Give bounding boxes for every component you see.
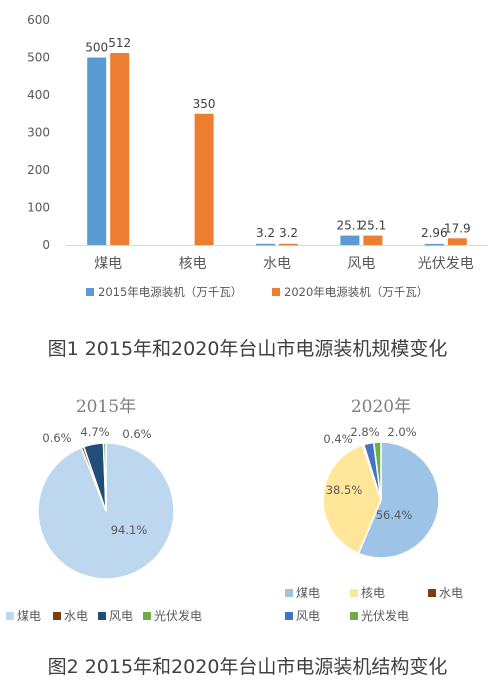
pie-data-label: 0.4%	[323, 432, 352, 446]
pie-data-label: 0.6%	[42, 431, 71, 445]
bar-2015	[87, 57, 107, 245]
legend-label: 煤电	[296, 586, 320, 600]
figure1-caption: 图1 2015年和2020年台山市电源装机规模变化	[47, 338, 448, 360]
bar-2015	[424, 243, 444, 246]
data-label: 3.2	[256, 226, 275, 240]
bar-2020	[447, 238, 467, 245]
data-label: 2.96	[421, 226, 448, 240]
y-tick-label: 600	[27, 13, 50, 27]
data-label: 17.9	[444, 221, 471, 235]
legend-swatch	[285, 589, 293, 597]
legend-label: 2015年电源装机（万千瓦）	[98, 285, 242, 299]
legend-label: 光伏发电	[361, 608, 409, 623]
pie-data-label: 94.1%	[111, 523, 148, 537]
pie-data-label: 2.0%	[387, 425, 416, 439]
pie-data-label: 56.4%	[376, 508, 413, 522]
legend-swatch	[350, 589, 358, 597]
legend-swatch	[350, 612, 358, 620]
legend-swatch	[6, 612, 14, 620]
legend-label: 光伏发电	[154, 608, 202, 623]
legend-label: 风电	[109, 609, 133, 623]
data-label: 350	[193, 97, 216, 111]
pie-data-label: 4.7%	[80, 425, 109, 439]
legend-swatch	[98, 612, 106, 620]
bar-2020	[363, 235, 383, 245]
pie-slice	[322, 444, 382, 555]
data-label: 25.1	[337, 219, 364, 233]
bar-2020	[279, 243, 298, 246]
legend-swatch	[428, 589, 436, 597]
bar-2015	[340, 235, 360, 245]
pie-data-label: 38.5%	[326, 483, 363, 497]
y-tick-label: 400	[27, 88, 50, 102]
legend-swatch	[86, 288, 94, 296]
data-label: 500	[85, 41, 108, 55]
y-tick-label: 100	[27, 201, 50, 215]
pie-slice	[357, 441, 440, 559]
bar-2020	[110, 53, 130, 245]
legend-label: 核电	[361, 586, 385, 600]
pie-slice	[102, 442, 107, 512]
y-tick-label: 500	[27, 51, 50, 65]
legend-swatch	[53, 612, 61, 620]
y-tick-label: 0	[42, 238, 50, 252]
legend-label: 2020年电源装机（万千瓦）	[284, 285, 428, 299]
y-tick-label: 300	[27, 126, 50, 140]
legend-swatch	[272, 288, 280, 296]
y-tick-label: 200	[27, 163, 50, 177]
pie-title: 2020年	[351, 397, 411, 417]
bar-2015	[256, 243, 275, 246]
pie-title: 2015年	[76, 397, 136, 417]
x-tick-label: 水电	[263, 256, 291, 272]
pie-slice	[372, 441, 382, 501]
legend-label: 风电	[296, 609, 320, 623]
pie-data-label: 2.8%	[350, 425, 379, 439]
legend-label: 水电	[439, 586, 463, 600]
x-tick-label: 光伏发电	[418, 256, 474, 272]
bar-2020	[194, 113, 214, 245]
legend-label: 水电	[64, 609, 88, 623]
legend-label: 煤电	[17, 609, 41, 623]
pie-data-label: 0.6%	[122, 427, 151, 441]
x-tick-label: 煤电	[94, 256, 122, 272]
data-label: 3.2	[279, 226, 298, 240]
x-tick-label: 核电	[179, 256, 207, 272]
figure2-caption: 图2 2015年和2020年台山市电源装机结构变化	[47, 656, 448, 678]
legend-swatch	[143, 612, 151, 620]
data-label: 512	[108, 36, 131, 50]
legend-swatch	[285, 612, 293, 620]
data-label: 25.1	[360, 219, 387, 233]
x-tick-label: 风电	[347, 256, 375, 272]
